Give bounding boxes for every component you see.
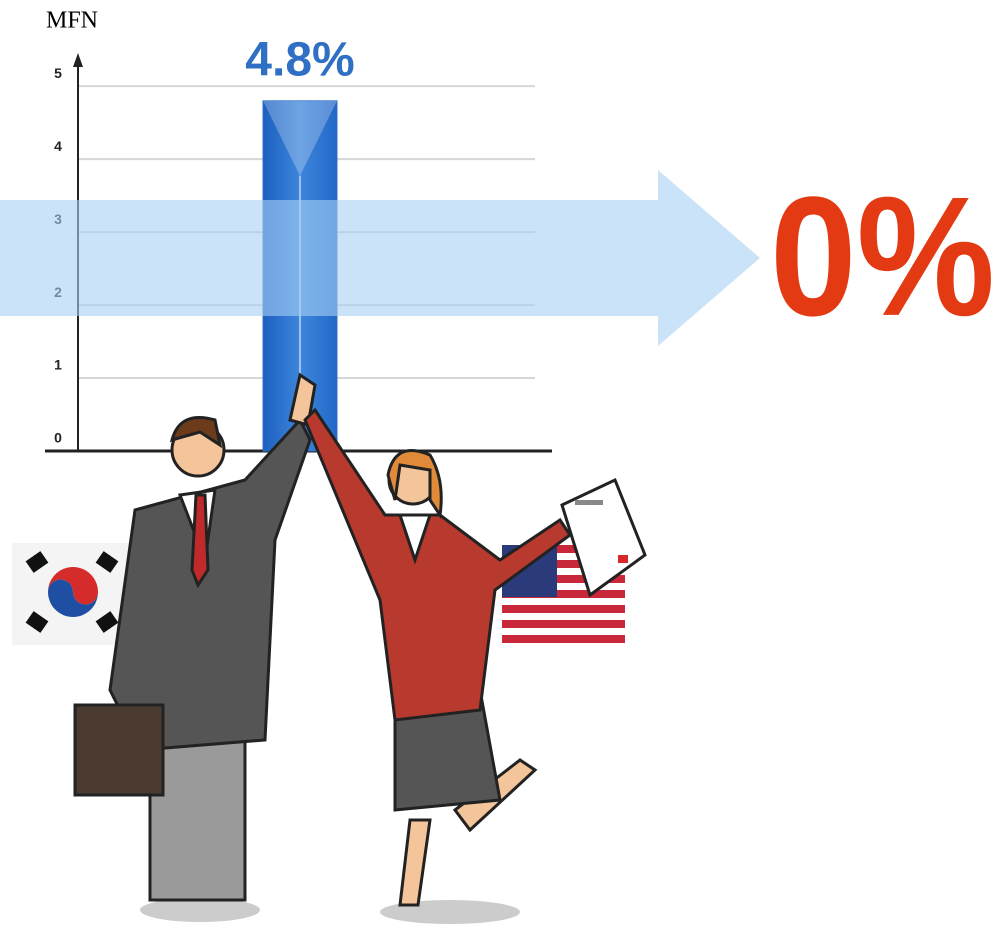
annotation: 0% bbox=[770, 162, 995, 352]
man-illustration bbox=[75, 375, 315, 922]
y-axis-label: MFN bbox=[46, 8, 98, 34]
y-tick-label: 5 bbox=[54, 65, 62, 81]
infographic: 012345MFN4.8% bbox=[0, 0, 1005, 937]
y-axis-arrow bbox=[73, 53, 83, 67]
woman-illustration bbox=[305, 410, 645, 924]
y-tick-label: 4 bbox=[54, 138, 62, 154]
arrow bbox=[0, 170, 760, 346]
korea-flag bbox=[12, 543, 130, 645]
value-label: 4.8% bbox=[245, 33, 354, 86]
y-tick-label: 1 bbox=[54, 357, 62, 373]
y-tick-label: 0 bbox=[54, 430, 62, 446]
